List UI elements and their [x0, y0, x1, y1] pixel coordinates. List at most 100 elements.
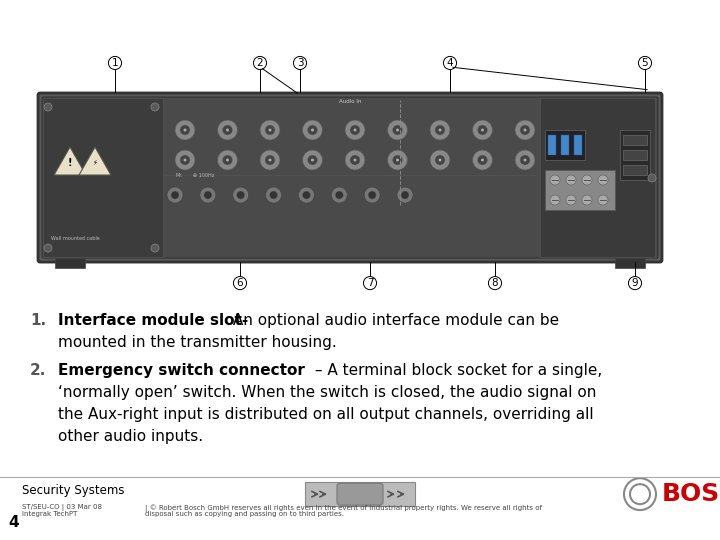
Circle shape — [298, 187, 315, 203]
Text: An optional audio interface module can be: An optional audio interface module can b… — [228, 313, 559, 328]
Circle shape — [302, 150, 323, 170]
Bar — [623, 165, 647, 175]
Circle shape — [566, 195, 576, 205]
Text: ‘normally open’ switch. When the switch is closed, the audio signal on: ‘normally open’ switch. When the switch … — [58, 385, 596, 400]
Circle shape — [345, 150, 365, 170]
Circle shape — [151, 244, 159, 252]
Circle shape — [260, 120, 280, 140]
Text: | © Robert Bosch GmbH reserves all rights even in the event of industrial proper: | © Robert Bosch GmbH reserves all right… — [145, 504, 542, 512]
Text: ⚡: ⚡ — [93, 160, 97, 166]
Circle shape — [217, 150, 238, 170]
Bar — [574, 135, 582, 155]
Circle shape — [438, 129, 441, 132]
Circle shape — [401, 191, 409, 199]
Circle shape — [515, 120, 535, 140]
Circle shape — [523, 159, 526, 161]
Circle shape — [430, 150, 450, 170]
Circle shape — [387, 150, 408, 170]
Circle shape — [226, 129, 229, 132]
Text: 4: 4 — [8, 515, 19, 530]
Circle shape — [477, 125, 487, 135]
Text: 3: 3 — [297, 58, 303, 68]
Circle shape — [167, 187, 183, 203]
Circle shape — [481, 129, 484, 132]
Circle shape — [180, 155, 190, 165]
Text: – A terminal block socket for a single,: – A terminal block socket for a single, — [310, 363, 602, 378]
Text: Audio In: Audio In — [338, 99, 361, 104]
Bar — [615, 258, 645, 268]
Polygon shape — [79, 147, 111, 175]
Circle shape — [345, 120, 365, 140]
Circle shape — [200, 187, 216, 203]
Bar — [623, 135, 647, 145]
Circle shape — [396, 129, 399, 132]
Circle shape — [598, 195, 608, 205]
Circle shape — [582, 195, 592, 205]
Circle shape — [237, 191, 245, 199]
Circle shape — [481, 159, 484, 161]
Text: !: ! — [68, 158, 72, 168]
Circle shape — [184, 129, 186, 132]
Text: 5: 5 — [642, 58, 648, 68]
Circle shape — [354, 159, 356, 161]
Text: 1.: 1. — [30, 313, 46, 328]
Circle shape — [396, 159, 399, 161]
Circle shape — [438, 159, 441, 161]
FancyBboxPatch shape — [38, 93, 662, 262]
Text: BOSCH: BOSCH — [662, 482, 720, 506]
Text: ST/SEU-CO | 03 Mar 08: ST/SEU-CO | 03 Mar 08 — [22, 504, 102, 511]
Polygon shape — [54, 147, 86, 175]
Circle shape — [550, 175, 560, 185]
Circle shape — [311, 159, 314, 161]
Bar — [540, 98, 655, 257]
Text: 1: 1 — [112, 58, 118, 68]
Circle shape — [397, 187, 413, 203]
Text: Emergency switch connector: Emergency switch connector — [58, 363, 305, 378]
Circle shape — [226, 159, 229, 161]
Text: other audio inputs.: other audio inputs. — [58, 429, 203, 444]
Text: Security Systems: Security Systems — [22, 484, 125, 497]
Circle shape — [392, 155, 402, 165]
Circle shape — [520, 125, 530, 135]
Circle shape — [233, 187, 248, 203]
Circle shape — [269, 129, 271, 132]
Text: 2: 2 — [257, 58, 264, 68]
Circle shape — [550, 195, 560, 205]
Text: ⊕ 100Hz: ⊕ 100Hz — [193, 173, 215, 178]
Circle shape — [44, 103, 52, 111]
Circle shape — [265, 125, 275, 135]
Text: 9: 9 — [631, 278, 639, 288]
Circle shape — [648, 174, 656, 182]
Bar — [623, 150, 647, 160]
Text: Infra-Red Transmitter rear view connections: Infra-Red Transmitter rear view connecti… — [13, 15, 414, 30]
Bar — [545, 130, 585, 160]
Circle shape — [260, 150, 280, 170]
Circle shape — [204, 191, 212, 199]
Text: Wall mounted cable: Wall mounted cable — [50, 236, 99, 241]
Circle shape — [350, 125, 360, 135]
Circle shape — [392, 125, 402, 135]
Circle shape — [515, 150, 535, 170]
Circle shape — [265, 155, 275, 165]
Circle shape — [336, 191, 343, 199]
Circle shape — [472, 120, 492, 140]
Circle shape — [217, 120, 238, 140]
Circle shape — [269, 159, 271, 161]
Text: disposal such as copying and passing on to third parties.: disposal such as copying and passing on … — [145, 511, 344, 517]
Circle shape — [307, 125, 318, 135]
Text: 2.: 2. — [30, 363, 46, 378]
Circle shape — [44, 244, 52, 252]
Bar — [305, 482, 415, 506]
Circle shape — [598, 175, 608, 185]
Circle shape — [435, 125, 445, 135]
Text: Integrak TechPT: Integrak TechPT — [22, 511, 77, 517]
Circle shape — [171, 191, 179, 199]
Bar — [545, 170, 615, 210]
Text: the Aux-right input is distributed on all output channels, overriding all: the Aux-right input is distributed on al… — [58, 407, 593, 422]
Text: 8: 8 — [492, 278, 498, 288]
Text: 6: 6 — [237, 278, 243, 288]
Bar — [43, 98, 163, 257]
Circle shape — [435, 155, 445, 165]
Circle shape — [266, 187, 282, 203]
Text: Interface module slot-: Interface module slot- — [58, 313, 248, 328]
